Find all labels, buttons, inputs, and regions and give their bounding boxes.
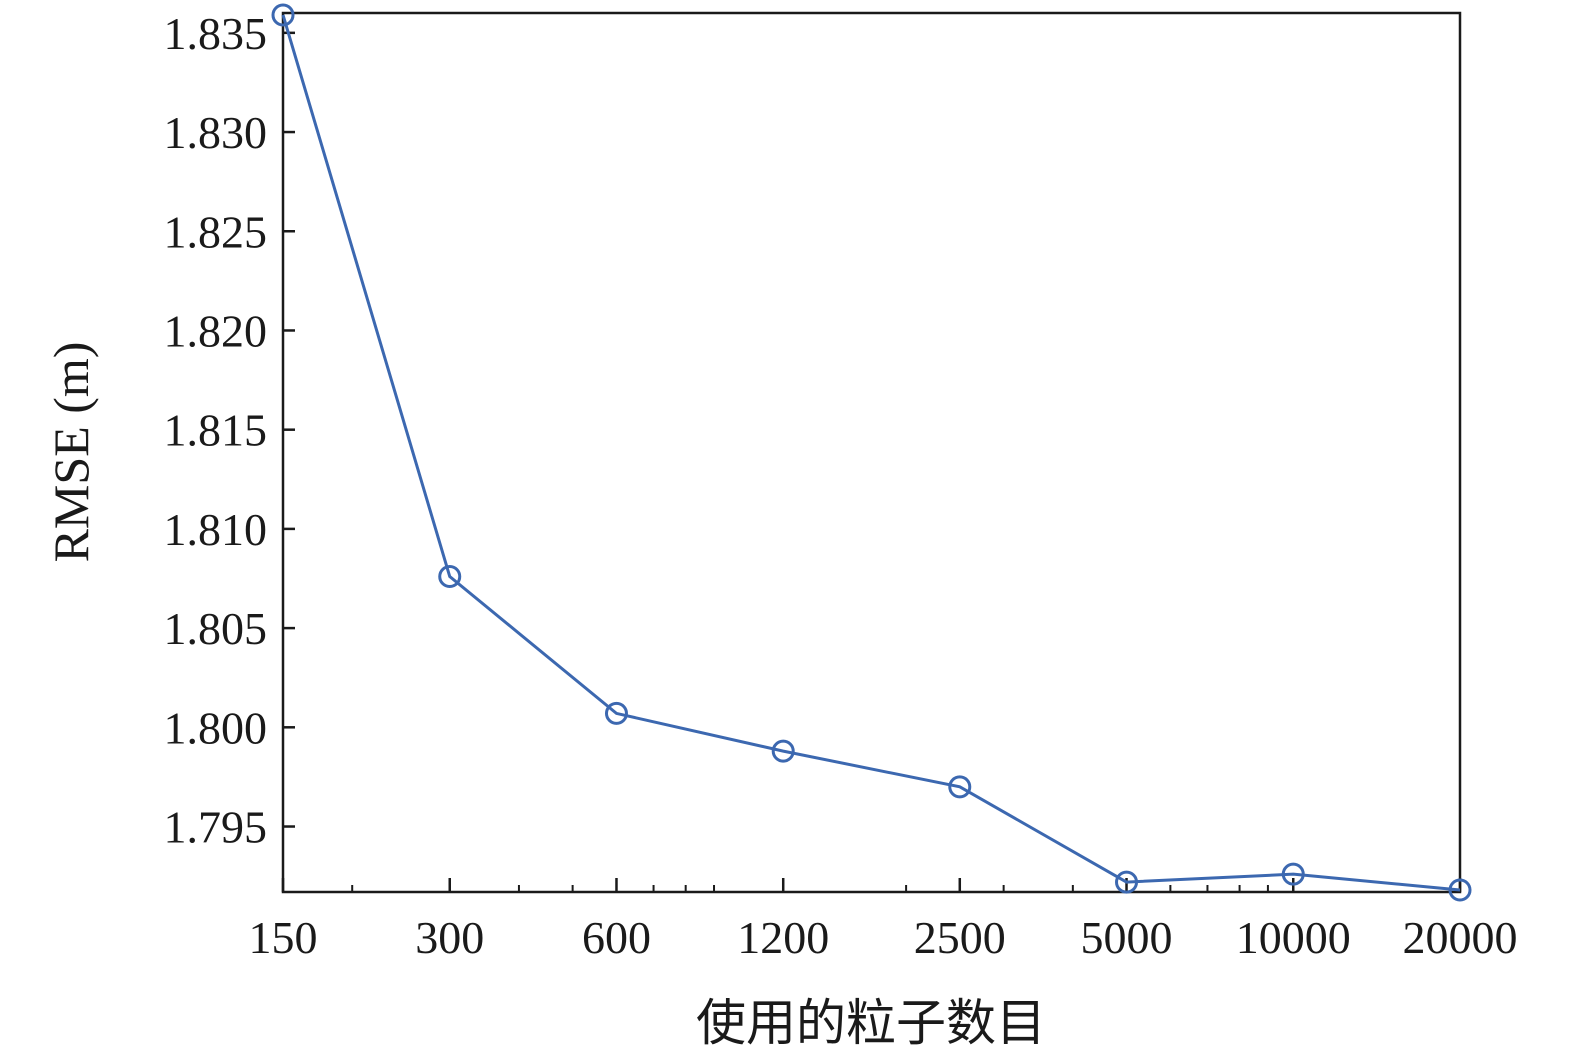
data-point-marker	[771, 739, 795, 763]
x-tick-label: 2500	[914, 912, 1006, 963]
y-tick-label: 1.805	[164, 603, 268, 654]
y-tick-label: 1.820	[164, 305, 268, 356]
y-tick-label: 1.825	[164, 206, 268, 257]
x-tick-label: 600	[582, 912, 651, 963]
data-point-marker	[604, 701, 628, 725]
x-tick-label: 1200	[737, 912, 829, 963]
data-point-marker	[438, 565, 462, 589]
y-tick-label: 1.810	[164, 504, 268, 555]
x-tick-label: 10000	[1236, 912, 1351, 963]
y-tick-label: 1.835	[164, 8, 268, 59]
x-axis-title: 使用的粒子数目	[696, 995, 1046, 1051]
y-axis-title: RMSE (m)	[43, 342, 99, 563]
y-tick-label: 1.815	[164, 405, 268, 456]
x-tick-label: 20000	[1403, 912, 1518, 963]
series-layer	[271, 3, 1472, 902]
y-tick-label: 1.800	[164, 702, 268, 753]
x-tick-label: 5000	[1081, 912, 1173, 963]
data-point-marker	[948, 775, 972, 799]
x-axis: 150 300 600 1200 2500 5000 10000 20000	[249, 878, 1518, 963]
series-line	[281, 14, 1461, 892]
data-point-marker	[1448, 878, 1472, 902]
y-axis: 1.795 1.800 1.805 1.810 1.815 1.820 1.825 1.830…	[164, 8, 295, 853]
y-tick-label: 1.795	[164, 802, 268, 853]
x-tick-label: 300	[415, 912, 484, 963]
x-tick-label: 150	[249, 912, 318, 963]
data-point-marker	[1281, 862, 1305, 886]
plot-frame	[281, 11, 1462, 894]
data-point-marker	[1115, 870, 1139, 894]
y-tick-label: 1.830	[164, 107, 268, 158]
data-point-marker	[271, 3, 295, 27]
